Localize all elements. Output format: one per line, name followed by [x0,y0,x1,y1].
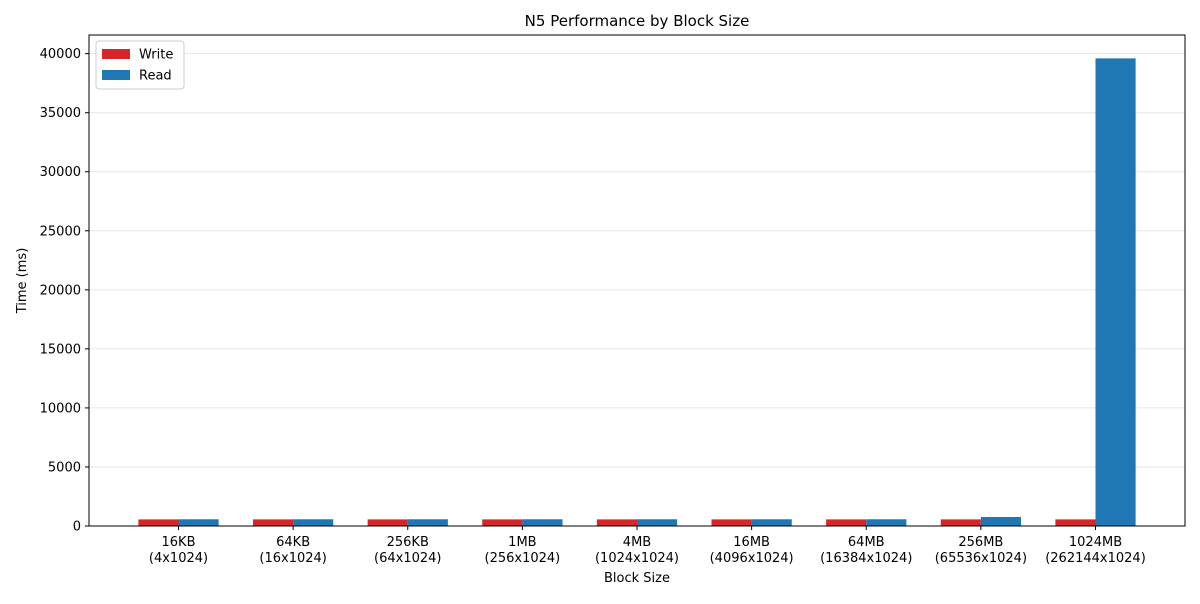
y-tick-label: 20000 [40,283,81,298]
x-tick-label: 256KB [387,535,429,550]
x-tick-label: (4096x1024) [710,551,794,566]
bar-read [637,519,678,526]
bar-write [711,519,752,526]
y-tick-label: 10000 [40,401,81,416]
bar-write [826,519,867,526]
x-tick-label: 1MB [508,535,536,550]
x-tick-label: 1024MB [1069,535,1122,550]
bar-write [940,519,981,526]
bar-read [293,519,334,526]
x-tick-label: (4x1024) [149,551,208,566]
y-tick-label: 35000 [40,106,81,121]
x-tick-label: 4MB [623,535,651,550]
y-tick-label: 5000 [48,460,81,475]
x-tick-label: (16x1024) [259,551,326,566]
y-tick-label: 40000 [40,47,81,62]
x-axis-title: Block Size [604,571,670,586]
bar-write [253,519,294,526]
axes [88,34,1186,527]
y-axis-title: Time (ms) [15,248,30,315]
bar-read [751,519,792,526]
y-tick-label: 25000 [40,224,81,239]
legend-swatch-read [102,70,130,80]
x-tick-label: 16KB [162,535,196,550]
x-tick-label: (64x1024) [374,551,441,566]
y-tick-label: 15000 [40,342,81,357]
bar-read [522,519,563,526]
bar-write [367,519,408,526]
bar-read [407,519,448,526]
legend: Write Read [95,40,185,90]
x-tick-label: 64MB [848,535,885,550]
bar-read [866,519,907,526]
x-tick-label: 16MB [733,535,770,550]
plot-frame [88,34,1186,527]
ticks: 0 5000 10000 15000 20000 25000 30000 35000 40000… [40,47,1146,566]
legend-label-read: Read [139,69,172,84]
legend-label-write: Write [139,48,173,63]
y-tick-label: 30000 [40,165,81,180]
y-tick-label: 0 [73,520,81,535]
chart-title: N5 Performance by Block Size [525,12,750,30]
bar-write [138,519,179,526]
x-tick-label: 256MB [958,535,1003,550]
bar-read [178,519,219,526]
x-tick-label: (16384x1024) [820,551,912,566]
x-tick-label: (256x1024) [485,551,561,566]
bar-write [1055,519,1096,526]
x-tick-label: 64KB [276,535,310,550]
legend-swatch-write [102,49,130,59]
bar-read [980,517,1021,526]
bar-write [596,519,637,526]
bar-write [482,519,523,526]
grid-lines [89,53,1185,468]
x-tick-label: (262144x1024) [1045,551,1146,566]
x-tick-label: (1024x1024) [595,551,679,566]
bars [138,58,1136,526]
bar-read [1095,58,1136,526]
x-tick-label: (65536x1024) [935,551,1027,566]
